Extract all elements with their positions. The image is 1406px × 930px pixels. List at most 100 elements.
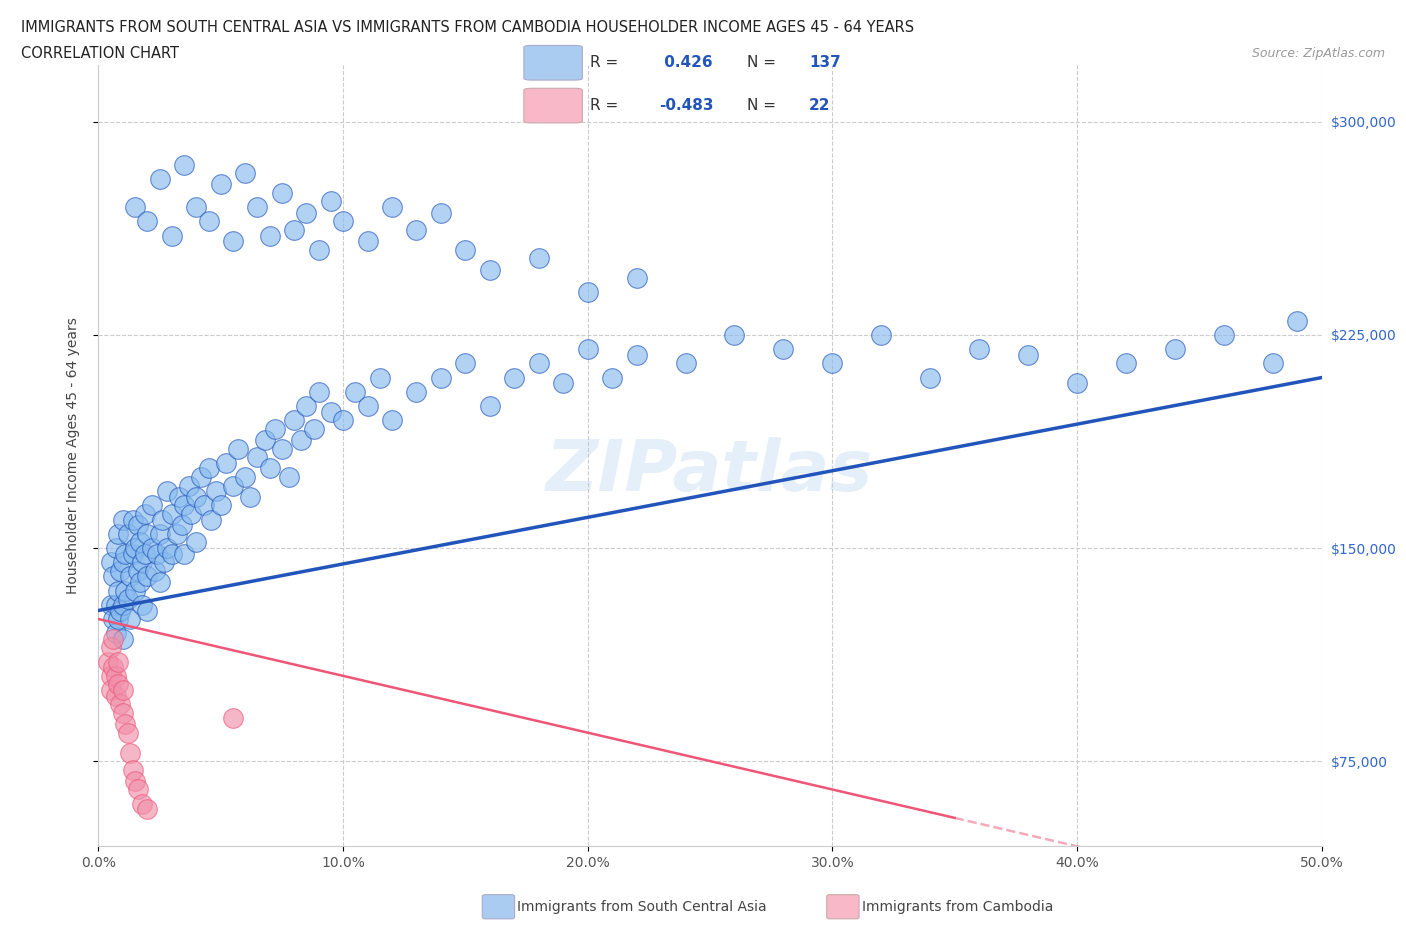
Point — [222, 711, 245, 726]
Point — [295, 399, 318, 414]
Point — [124, 774, 146, 789]
Point — [454, 243, 477, 258]
Text: -0.483: -0.483 — [659, 98, 714, 113]
Point — [214, 456, 236, 471]
Point — [356, 399, 378, 414]
Point — [302, 421, 325, 436]
Point — [344, 384, 367, 399]
Point — [160, 228, 183, 243]
Point — [141, 498, 163, 512]
Point — [239, 489, 262, 504]
Point — [454, 356, 477, 371]
Point — [134, 546, 156, 561]
Point — [101, 631, 124, 646]
Point — [278, 470, 301, 485]
Point — [1164, 341, 1187, 356]
Point — [205, 484, 228, 498]
Point — [193, 498, 215, 512]
Point — [772, 341, 794, 356]
Point — [600, 370, 623, 385]
Point — [160, 546, 183, 561]
Point — [111, 683, 134, 698]
Point — [110, 564, 132, 578]
Point — [100, 555, 122, 570]
Point — [173, 157, 195, 172]
Point — [626, 271, 648, 286]
Point — [129, 575, 152, 590]
Text: CORRELATION CHART: CORRELATION CHART — [21, 46, 179, 61]
Point — [263, 421, 285, 436]
Y-axis label: Householder Income Ages 45 - 64 years: Householder Income Ages 45 - 64 years — [66, 317, 80, 594]
Point — [308, 243, 330, 258]
Point — [381, 200, 404, 215]
Point — [283, 413, 305, 428]
Point — [110, 603, 132, 618]
Point — [226, 441, 249, 456]
Point — [246, 200, 269, 215]
Point — [576, 341, 599, 356]
Point — [270, 185, 294, 200]
Point — [104, 669, 127, 684]
Point — [233, 166, 256, 180]
Point — [100, 597, 122, 612]
Point — [120, 569, 142, 584]
Point — [173, 546, 195, 561]
Point — [332, 214, 354, 229]
Point — [675, 356, 697, 371]
Text: 22: 22 — [808, 98, 831, 113]
Text: R =: R = — [589, 55, 617, 71]
Point — [190, 470, 212, 485]
Point — [149, 575, 172, 590]
Point — [259, 228, 281, 243]
Point — [160, 507, 183, 522]
Point — [136, 214, 159, 229]
Point — [197, 461, 219, 476]
Point — [124, 200, 146, 215]
Point — [107, 526, 129, 541]
Point — [295, 206, 318, 220]
Point — [121, 512, 143, 527]
Point — [177, 478, 200, 493]
Point — [503, 370, 526, 385]
Point — [117, 725, 139, 740]
Point — [100, 640, 122, 655]
Point — [967, 341, 990, 356]
Point — [156, 484, 179, 498]
Point — [527, 251, 550, 266]
Point — [1017, 348, 1039, 363]
FancyBboxPatch shape — [524, 88, 582, 123]
Point — [136, 526, 159, 541]
Text: N =: N = — [747, 55, 776, 71]
Point — [121, 763, 143, 777]
Point — [143, 564, 166, 578]
Point — [259, 461, 281, 476]
Point — [186, 200, 208, 215]
Text: Source: ZipAtlas.com: Source: ZipAtlas.com — [1251, 46, 1385, 60]
Point — [821, 356, 844, 371]
Point — [166, 526, 188, 541]
Point — [153, 555, 176, 570]
Point — [173, 498, 195, 512]
Point — [127, 518, 149, 533]
Point — [114, 717, 136, 732]
Point — [111, 631, 134, 646]
Point — [150, 512, 173, 527]
Point — [127, 782, 149, 797]
Point — [253, 432, 276, 447]
Point — [114, 583, 136, 598]
Point — [134, 507, 156, 522]
Point — [111, 555, 134, 570]
Text: ZIPatlas: ZIPatlas — [547, 437, 873, 506]
Point — [478, 399, 501, 414]
Point — [209, 177, 232, 192]
Point — [1115, 356, 1137, 371]
Point — [101, 612, 124, 627]
Point — [222, 233, 245, 248]
Point — [186, 489, 208, 504]
Point — [270, 441, 294, 456]
Text: Immigrants from Cambodia: Immigrants from Cambodia — [862, 899, 1053, 914]
Point — [97, 654, 120, 669]
Point — [121, 546, 143, 561]
Point — [100, 683, 122, 698]
Point — [170, 518, 193, 533]
